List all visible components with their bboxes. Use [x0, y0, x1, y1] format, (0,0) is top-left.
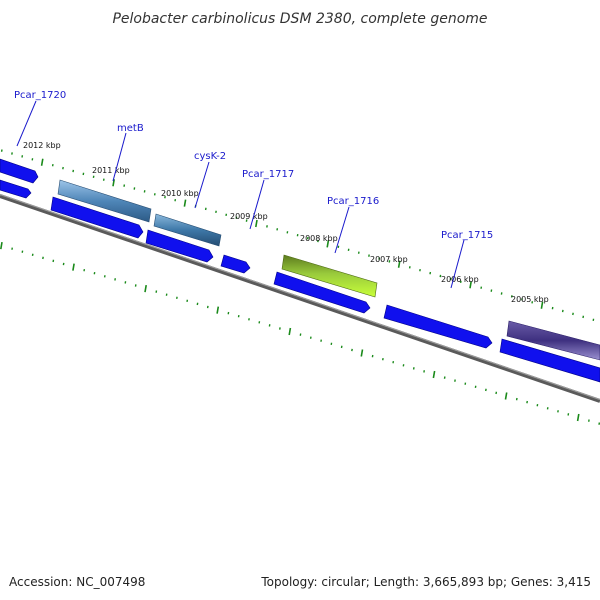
label-leader: [249, 179, 265, 230]
major-tick: [255, 219, 258, 228]
label-leader: [16, 100, 37, 147]
cds-arrow[interactable]: [50, 196, 144, 239]
kbp-label: 2009 kbp: [230, 212, 268, 221]
major-tick: [216, 306, 220, 314]
major-tick: [397, 260, 401, 268]
gene-label-metB[interactable]: metB: [117, 123, 144, 134]
major-tick: [469, 281, 472, 289]
kbp-label: 2008 kbp: [300, 234, 338, 243]
inner-tick-ring: [0, 241, 600, 425]
kbp-labels: 2012 kbp 2011 kbp 2010 kbp 2009 kbp 2008…: [23, 141, 549, 304]
major-tick: [144, 284, 147, 293]
gene-label-cysK-2[interactable]: cysK-2: [194, 151, 226, 162]
label-leader: [112, 132, 127, 182]
cds-track: [0, 158, 600, 383]
cds-arrow[interactable]: [145, 229, 214, 263]
major-tick: [326, 240, 330, 248]
major-tick: [360, 349, 364, 357]
gene-label-Pcar_1720[interactable]: Pcar_1720: [14, 90, 66, 101]
major-tick: [0, 241, 3, 250]
major-tick: [183, 199, 187, 207]
label-leader: [194, 161, 210, 209]
gene-feature-Pcar_1716[interactable]: [281, 254, 378, 298]
cds-arrow[interactable]: [383, 304, 493, 349]
major-tick: [72, 263, 75, 271]
kbp-label: 2005 kbp: [511, 295, 549, 304]
gene-feature-metB[interactable]: [57, 179, 152, 223]
kbp-label: 2007 kbp: [370, 255, 408, 264]
gene-labels: Pcar_1720 metB cysK-2 Pcar_1717 Pcar_171…: [14, 90, 493, 289]
genome-summary-text: Topology: circular; Length: 3,665,893 bp…: [260, 575, 591, 589]
label-leader: [450, 239, 465, 289]
kbp-label: 2012 kbp: [23, 141, 61, 150]
map-title: Pelobacter carbinolicus DSM 2380, comple…: [112, 11, 487, 27]
major-tick: [432, 370, 436, 379]
major-tick: [504, 392, 508, 400]
major-tick: [288, 327, 292, 336]
cds-arrow[interactable]: [0, 158, 39, 184]
gene-label-Pcar_1715[interactable]: Pcar_1715: [441, 230, 493, 241]
gene-feature-track: [57, 179, 600, 361]
cds-arrow[interactable]: [273, 271, 371, 314]
major-tick: [576, 413, 580, 422]
gene-feature-cysK-2[interactable]: [153, 213, 222, 247]
outer-tick-ring: [0, 149, 595, 322]
kbp-label: 2010 kbp: [161, 189, 199, 198]
cds-arrow[interactable]: [220, 254, 251, 274]
gene-label-Pcar_1717[interactable]: Pcar_1717: [242, 169, 294, 180]
major-tick: [112, 179, 115, 187]
kbp-label: 2011 kbp: [92, 166, 130, 175]
cds-arrow[interactable]: [499, 338, 600, 383]
gene-label-Pcar_1716[interactable]: Pcar_1716: [327, 196, 379, 207]
major-tick: [40, 158, 44, 166]
genome-backbone: [0, 193, 600, 403]
cds-arrow[interactable]: [0, 179, 32, 199]
accession-text: Accession: NC_007498: [9, 575, 145, 589]
kbp-label: 2006 kbp: [441, 275, 479, 284]
gene-feature-dark[interactable]: [506, 320, 600, 361]
major-tick: [540, 301, 544, 309]
label-leader: [334, 206, 350, 254]
